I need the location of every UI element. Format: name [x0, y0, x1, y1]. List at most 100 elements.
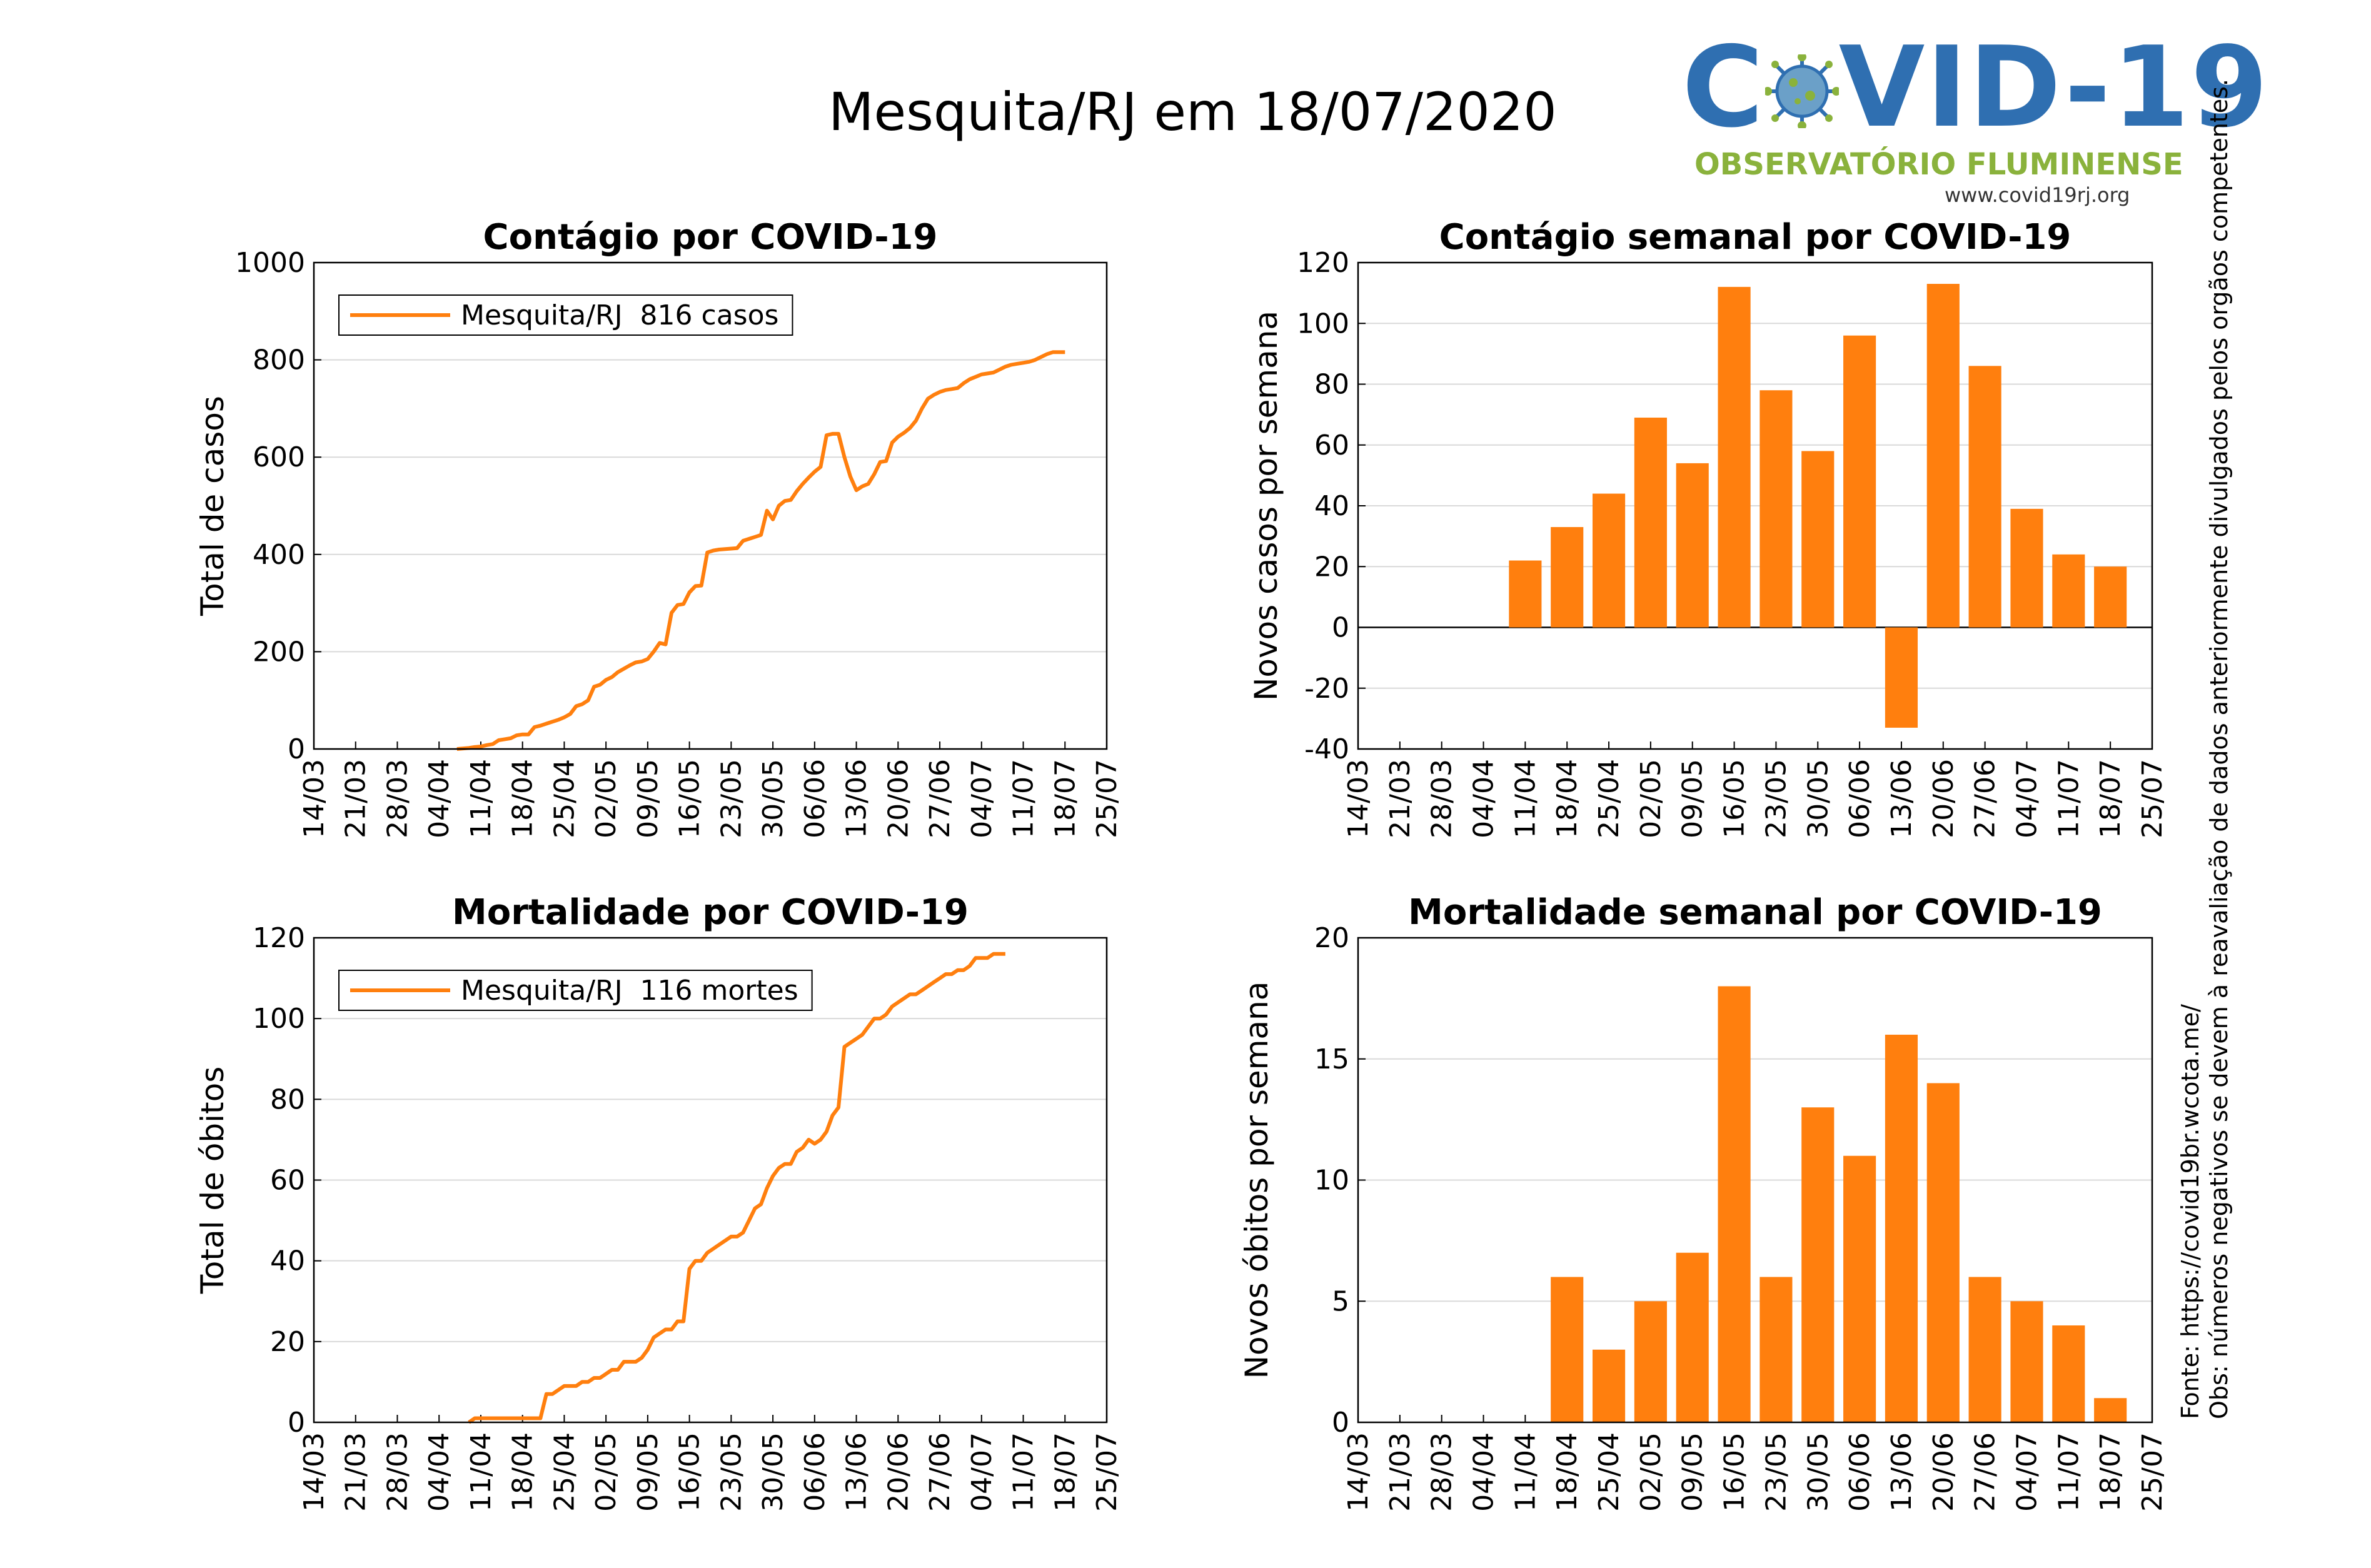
x-tick-label: 20/06: [882, 1432, 914, 1512]
x-tick-label: 25/07: [1091, 1432, 1123, 1512]
y-axis-label: Total de óbitos: [194, 1067, 231, 1295]
y-tick-label: 0: [288, 733, 305, 765]
x-tick-label: 27/06: [1970, 1432, 2001, 1512]
x-tick-label: 11/04: [465, 1432, 497, 1512]
y-axis-label: Novos casos por semana: [1248, 311, 1284, 701]
bar-16-05: [1718, 986, 1751, 1422]
bar-27-06: [1968, 1277, 2001, 1422]
x-tick-label: 02/05: [1635, 759, 1667, 838]
legend-label: Mesquita/RJ 116 mortes: [461, 975, 798, 1007]
x-tick-label: 06/06: [799, 1432, 831, 1512]
chart-title: Mortalidade por COVID-19: [452, 892, 969, 933]
bar-11-07: [2052, 554, 2085, 628]
chart-title: Mortalidade semanal por COVID-19: [1408, 892, 2102, 933]
x-tick-label: 11/07: [1008, 759, 1040, 838]
x-tick-label: 13/06: [1886, 759, 1918, 838]
chart-3: 0 20 40 60 80 100 120 14/03 21/03 28/03 04/04 11/04…: [194, 892, 1123, 1512]
x-tick-label: 11/07: [1008, 1432, 1040, 1512]
x-tick-label: 04/07: [2011, 1432, 2043, 1512]
bar-06-06: [1843, 335, 1876, 628]
y-tick-label: 0: [1332, 1407, 1349, 1439]
bar-30-05: [1801, 1107, 1835, 1422]
y-tick-label: 0: [1332, 612, 1349, 644]
x-tick-label: 25/07: [1091, 759, 1123, 838]
x-tick-label: 18/07: [1049, 1432, 1081, 1512]
bar-11-07: [2052, 1325, 2085, 1422]
plot-frame: [313, 937, 1108, 1424]
x-tick-label: 16/05: [674, 1432, 706, 1512]
y-axis-label: Total de casos: [194, 396, 231, 616]
plot-frame: [1357, 261, 2153, 750]
x-tick-label: 02/05: [1635, 1432, 1667, 1512]
chart-1: 0 200 400 600 800 1000 14/03 21/03 28/03 04/04 11/…: [194, 217, 1123, 838]
x-tick-label: 21/03: [1384, 1432, 1416, 1512]
y-tick-label: 0: [288, 1407, 305, 1439]
x-tick-label: 09/05: [632, 1432, 664, 1512]
x-tick-label: 27/06: [924, 1432, 956, 1512]
x-tick-label: 16/05: [1719, 759, 1751, 838]
x-tick-label: 30/05: [757, 759, 789, 838]
page-title: Mesquita/RJ em 18/07/2020: [828, 81, 1557, 143]
logo-subtitle: OBSERVATÓRIO FLUMINENSE: [1694, 147, 2183, 182]
x-tick-label: 11/04: [465, 759, 497, 838]
x-tick-label: 25/04: [548, 1432, 580, 1512]
y-tick-label: 15: [1314, 1043, 1349, 1075]
y-tick-label: 120: [1297, 247, 1349, 279]
x-tick-label: 11/07: [2053, 759, 2085, 838]
y-tick-label: 20: [1314, 551, 1349, 583]
x-tick-label: 30/05: [1802, 1432, 1834, 1512]
bar-09-05: [1676, 1252, 1709, 1422]
legend: Mesquita/RJ 816 casos: [338, 294, 793, 336]
x-tick-label: 09/05: [632, 759, 664, 838]
bar-20-06: [1926, 1083, 1960, 1422]
x-tick-label: 02/05: [590, 1432, 622, 1512]
bar-25-04: [1592, 493, 1626, 628]
x-tick-label: 16/05: [1719, 1432, 1751, 1512]
y-tick-label: 100: [1297, 308, 1349, 339]
x-tick-label: 11/04: [1509, 759, 1541, 838]
logo-title: C VID-19: [1682, 28, 2269, 147]
x-tick-label: 28/03: [1426, 1432, 1458, 1512]
bar-13-06: [1885, 627, 1918, 728]
bar-04-07: [2010, 1301, 2043, 1422]
x-tick-label: 04/04: [423, 759, 455, 838]
x-tick-label: 06/06: [799, 759, 831, 838]
x-tick-label: 20/06: [1928, 1432, 1960, 1512]
bar-02-05: [1634, 417, 1667, 628]
y-tick-label: 400: [253, 539, 305, 571]
x-tick-label: 11/07: [2053, 1432, 2085, 1512]
bar-27-06: [1968, 366, 2001, 628]
bar-20-06: [1926, 284, 1960, 628]
chart-title: Contágio por COVID-19: [483, 217, 938, 258]
x-tick-label: 23/05: [1760, 1432, 1792, 1512]
x-tick-label: 09/05: [1677, 1432, 1709, 1512]
legend-label: Mesquita/RJ 816 casos: [461, 299, 778, 331]
x-tick-label: 23/05: [715, 1432, 747, 1512]
x-tick-label: 14/03: [298, 1432, 330, 1512]
x-tick-label: 23/05: [715, 759, 747, 838]
y-tick-label: 600: [253, 441, 305, 473]
y-tick-label: 80: [270, 1083, 305, 1115]
bar-06-06: [1843, 1155, 1876, 1422]
y-tick-label: 20: [1314, 922, 1349, 954]
bar-18-07: [2094, 566, 2127, 628]
logo-title-right: VID-19: [1838, 23, 2270, 152]
x-tick-label: 30/05: [1802, 759, 1834, 838]
x-tick-label: 18/07: [2095, 1432, 2127, 1512]
x-tick-label: 13/06: [841, 1432, 873, 1512]
bar-23-05: [1759, 390, 1793, 628]
x-tick-label: 18/04: [507, 759, 539, 838]
y-tick-label: 20: [270, 1326, 305, 1358]
x-tick-label: 11/04: [1509, 1432, 1541, 1512]
x-tick-label: 04/04: [1468, 1432, 1500, 1512]
x-tick-label: 25/04: [548, 759, 580, 838]
x-tick-label: 16/05: [674, 759, 706, 838]
bar-11-04: [1509, 560, 1542, 628]
x-tick-label: 25/04: [1593, 1432, 1625, 1512]
x-tick-label: 27/06: [1970, 759, 2001, 838]
series-line: [456, 350, 1065, 751]
y-tick-label: 40: [270, 1245, 305, 1277]
x-tick-label: 21/03: [340, 1432, 372, 1512]
x-tick-label: 18/07: [2095, 759, 2127, 838]
